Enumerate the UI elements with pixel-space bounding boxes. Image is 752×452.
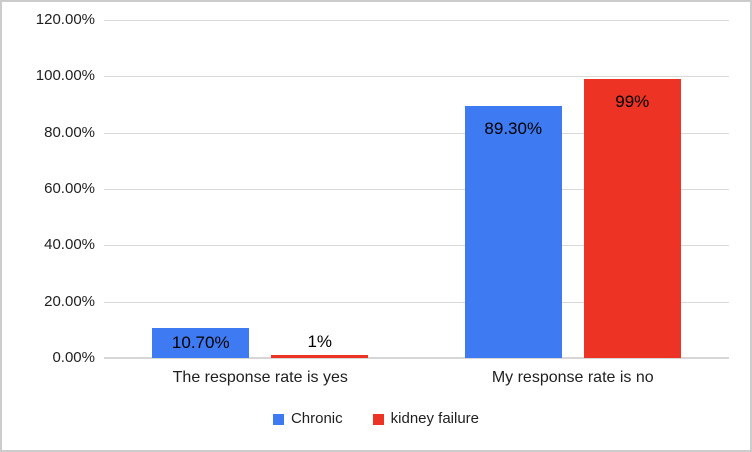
legend-label: kidney failure bbox=[390, 410, 480, 427]
x-axis-category-label: My response rate is no bbox=[491, 369, 654, 386]
gridline bbox=[104, 76, 729, 78]
bar-chronic bbox=[152, 327, 250, 358]
bar-kidney-failure bbox=[583, 79, 681, 358]
bar-data-label: 99% bbox=[615, 92, 650, 112]
legend: Chronic kidney failure bbox=[2, 410, 750, 428]
legend-swatch-icon bbox=[372, 413, 384, 425]
legend-label: Chronic bbox=[290, 410, 343, 427]
x-axis-line bbox=[104, 357, 729, 359]
y-axis-tick-label: 0.00% bbox=[52, 349, 95, 366]
y-axis-tick-label: 80.00% bbox=[44, 123, 95, 141]
y-axis-tick-label: 40.00% bbox=[44, 236, 95, 254]
legend-item-chronic: Chronic bbox=[272, 410, 343, 428]
bar-data-label: 10.70% bbox=[171, 332, 230, 352]
gridline bbox=[104, 245, 729, 247]
bar-chronic bbox=[464, 106, 562, 358]
y-axis-tick-label: 120.00% bbox=[35, 11, 95, 28]
gridline bbox=[104, 20, 729, 21]
legend-swatch-icon bbox=[272, 413, 284, 425]
gridline bbox=[104, 132, 729, 134]
legend-item-kidney-failure: kidney failure bbox=[372, 410, 480, 428]
y-axis-tick-label: 20.00% bbox=[44, 292, 95, 310]
bar-data-label: 1% bbox=[307, 332, 333, 352]
y-axis-tick-label: 100.00% bbox=[35, 67, 95, 85]
bar-kidney-failure bbox=[271, 355, 369, 358]
x-axis-category-label: The response rate is yes bbox=[172, 369, 348, 386]
bar-data-label: 89.30% bbox=[484, 119, 543, 139]
gridline bbox=[104, 301, 729, 303]
y-axis-tick-label: 60.00% bbox=[44, 180, 95, 197]
gridline bbox=[104, 189, 729, 190]
